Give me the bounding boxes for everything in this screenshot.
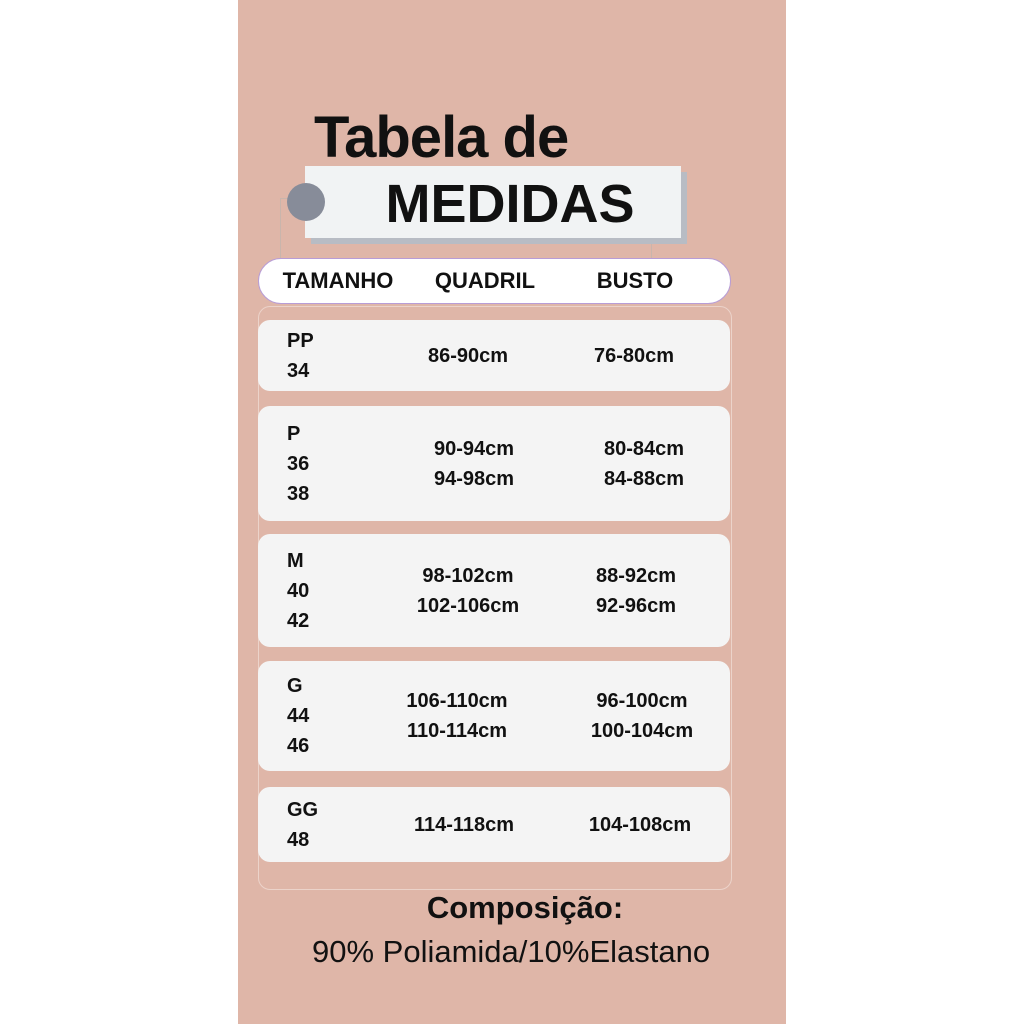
busto-value: 92-96cm (595, 594, 677, 617)
table-row (258, 787, 730, 862)
size-label: PP (287, 329, 314, 352)
composition-label: Composição: (426, 890, 624, 925)
size-label: 40 (287, 579, 310, 602)
size-label: 48 (287, 828, 310, 851)
connector-line (651, 238, 652, 258)
composition-value: 90% Poliamida/10%Elastano (312, 934, 711, 969)
size-label: 44 (287, 705, 310, 727)
size-label: M (287, 549, 304, 572)
size-label: 38 (287, 482, 310, 505)
size-label: GG (287, 798, 319, 821)
quadril-value: 86-90cm (427, 344, 509, 367)
header-tamanho: TAMANHO (282, 268, 394, 293)
busto-value: 80-84cm (603, 437, 685, 460)
busto-value: 76-80cm (593, 344, 675, 367)
busto-value: 104-108cm (588, 813, 692, 836)
table-row (258, 661, 730, 771)
quadril-value: 90-94cm (433, 437, 515, 460)
quadril-value: 110-114cm (406, 720, 508, 742)
title-line2: MEDIDAS (385, 174, 635, 234)
title-line1: Tabela de (314, 105, 569, 170)
size-label: 36 (287, 452, 310, 475)
connector-line (280, 198, 281, 260)
decorative-dot (287, 183, 325, 221)
quadril-value: 98-102cm (422, 564, 514, 587)
size-label: 46 (287, 735, 310, 757)
quadril-value: 102-106cm (416, 594, 520, 617)
connector-line (280, 198, 290, 199)
header-busto: BUSTO (596, 268, 674, 293)
title-box (305, 166, 681, 238)
busto-value: 88-92cm (595, 564, 677, 587)
table-header (258, 258, 731, 304)
size-label: G (287, 675, 303, 697)
busto-value: 96-100cm (596, 690, 688, 712)
table-row (258, 406, 730, 521)
quadril-value: 94-98cm (433, 467, 515, 490)
busto-value: 100-104cm (590, 720, 694, 742)
size-label: 34 (287, 359, 310, 382)
size-label: 42 (287, 609, 310, 632)
size-label: P (287, 422, 301, 445)
table-row (258, 320, 730, 391)
busto-value: 84-88cm (603, 467, 685, 490)
header-quadril: QUADRIL (434, 268, 536, 293)
quadril-value: 114-118cm (413, 813, 515, 836)
table-row (258, 534, 730, 647)
quadril-value: 106-110cm (406, 690, 508, 712)
